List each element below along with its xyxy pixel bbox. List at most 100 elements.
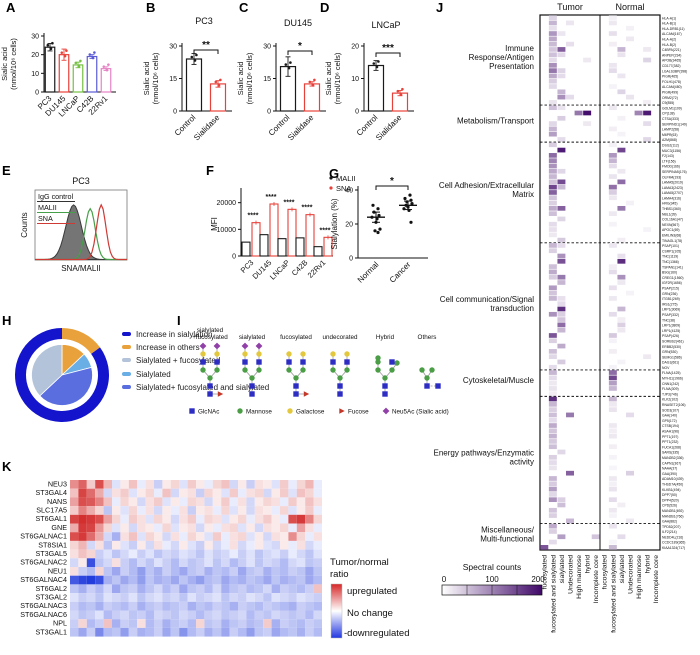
column-label: Undecorated [627,555,634,594]
heatmap-cell [103,549,112,559]
bar-C42B [86,55,98,93]
heatmap-cell [238,514,247,524]
heatmap-cell [212,549,222,559]
heatmap-cell [212,619,222,628]
chart-title: LNCaP [371,20,400,30]
gene-label: ST3GAL5 [35,549,67,558]
heatmap-cell [78,523,87,533]
gene-label: NAAA(37) [662,467,677,471]
heatmap-cell [288,627,297,637]
heatmap-cell [305,506,314,515]
heatmap-cell [179,610,188,620]
heatmap-cell [288,497,297,507]
x-axis-label: SNA/MALII [61,264,101,273]
heatmap-cell [254,514,264,524]
heatmap-cell [86,601,96,611]
y-tick-label: 10000 [217,227,237,234]
gene-label: SORBS2(461) [662,339,684,343]
gene-label: CTSB(194) [662,424,679,428]
heatmap-cell [179,480,188,489]
gene-label: MYH11(1966) [662,377,683,381]
heatmap-cell [626,94,634,100]
heatmap-cell [86,540,96,550]
gene-label: SERPINA5(176) [662,170,687,174]
heatmap-cell [313,593,322,602]
gene-label: TINAGL1(78) [662,239,682,243]
significance-stars: ** [202,40,210,51]
heatmap-cell [70,601,79,611]
glycan-type-label: sialylated [197,327,224,334]
heatmap-cell [112,593,121,602]
legend-label-IgG control: IgG control [38,192,74,201]
heatmap-cell [196,497,205,507]
heatmap-cell [179,601,188,611]
category-label: Energy pathways/Enzymatic [434,448,535,457]
heatmap-cell [78,488,87,498]
heatmap-cell [608,190,617,195]
heatmap-cell [280,506,289,515]
category-label: transduction [490,304,534,313]
heatmap-cell [548,433,557,439]
heatmap-cell [221,532,230,541]
glycan-type-label: sialylated [239,334,266,341]
gene-label: GAA(390) [662,472,677,476]
gene-label: ORM2(72) [662,96,678,100]
heatmap-cell [137,627,146,637]
heatmap-cell [246,506,255,515]
gene-label: COL16A1(47) [662,218,683,222]
pie-legend-swatch [122,345,131,350]
heatmap-cell [617,115,626,121]
heatmap-cell [179,488,188,498]
heatmap-cell [254,523,264,533]
panel-h-donut-pie-chart [14,328,109,422]
heatmap-cell [95,575,104,585]
heatmap-cell [187,601,196,611]
inner-pie-Sialylated+ fucosylated and sialylated [39,366,93,406]
heatmap-cell [70,506,79,515]
colorbar-label-mid: No change [347,608,393,619]
heatmap-cell [120,506,129,515]
heatmap-cell [548,507,557,513]
heatmap-cell [238,480,247,489]
heatmap-cell [280,584,289,594]
gene-label: TPD52(207) [662,525,680,529]
heatmap-cell [128,540,138,550]
panel-j-label: J [436,0,444,15]
heatmap-cell [221,540,230,550]
heatmap-cell [221,601,230,611]
heatmap-cell [608,211,617,216]
data-point [372,62,376,65]
data-point [214,80,218,84]
bar-malii-LNCaP [277,238,287,257]
gene-label: NOV [662,366,670,370]
heatmap-cell [288,514,297,524]
heatmap-cell [548,290,557,296]
heatmap-cell [246,540,255,550]
heatmap-cell [288,575,297,585]
heatmap-cell [212,523,222,533]
heatmap-cell [212,575,222,585]
colorbar-title: Spectral counts [463,562,522,572]
heatmap-cell [548,126,557,132]
significance-stars: **** [302,205,313,212]
heatmap-cell [229,567,238,576]
heatmap-cell [548,73,557,79]
heatmap-cell [154,523,163,533]
data-point [409,220,413,224]
heatmap-cell [617,73,626,79]
heatmap-cell [296,549,306,559]
heatmap-cell [196,506,205,515]
heatmap-cell [280,610,289,620]
gene-label: ST3GAL2 [35,593,67,602]
heatmap-cell [170,567,180,576]
heatmap-cell [557,205,566,211]
heatmap-cell [271,575,280,585]
gene-label: ST3GAL1 [35,627,67,636]
heatmap-cell [145,514,154,524]
y-tick-label: 15 [263,76,271,83]
heatmap-cell [95,506,104,515]
heatmap-cell [313,549,322,559]
y-axis-label: Sialic acid [142,62,151,96]
heatmap-cell [305,532,314,541]
x-category-label: Sialidase [192,113,222,143]
